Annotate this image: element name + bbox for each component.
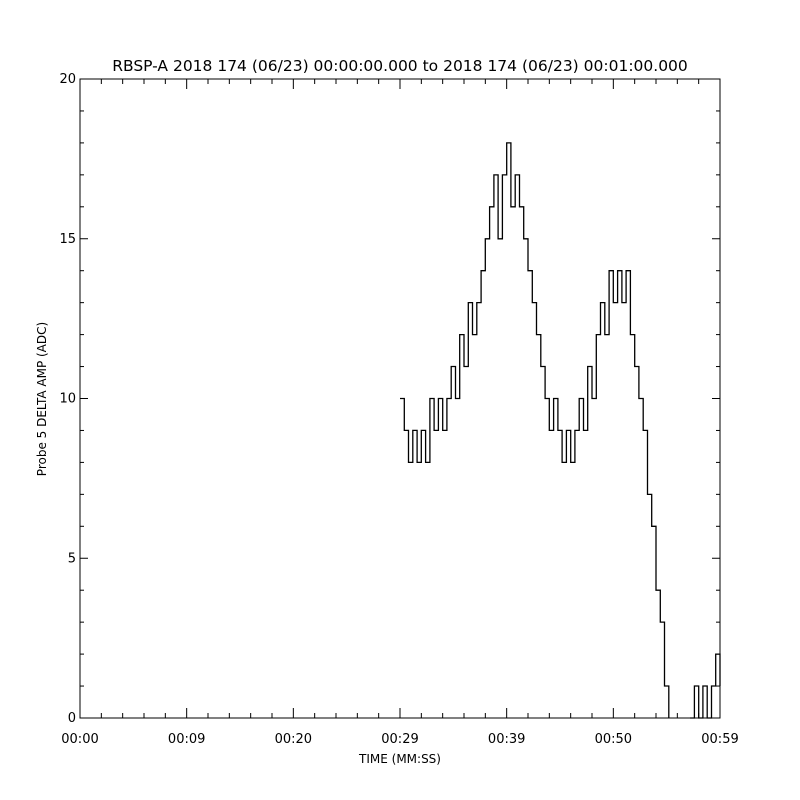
y-tick-label: 10 (59, 392, 76, 407)
x-tick-label: 00:29 (381, 732, 418, 747)
y-axis-label: Probe 5 DELTA AMP (ADC) (35, 322, 49, 476)
x-tick-label: 00:59 (701, 732, 738, 747)
series-layer (400, 142, 721, 719)
chart-title: RBSP-A 2018 174 (06/23) 00:00:00.000 to … (112, 57, 688, 75)
x-tick-label: 00:00 (61, 732, 98, 747)
y-tick-label: 15 (59, 232, 76, 247)
series-line-0 (400, 142, 721, 719)
y-axis-ticks: 0 5 10 15 20 (59, 72, 720, 726)
x-tick-label: 00:09 (168, 732, 205, 747)
x-axis-ticks: 00:00 00:09 00:20 00:29 00:39 00:50 00:59 (61, 79, 739, 747)
x-axis-label: TIME (MM:SS) (358, 752, 441, 766)
y-tick-label: 20 (59, 72, 76, 87)
x-tick-label: 00:39 (488, 732, 525, 747)
x-tick-label: 00:20 (275, 732, 312, 747)
y-tick-label: 0 (68, 711, 76, 726)
y-tick-label: 5 (68, 551, 76, 566)
x-tick-label: 00:50 (595, 732, 632, 747)
